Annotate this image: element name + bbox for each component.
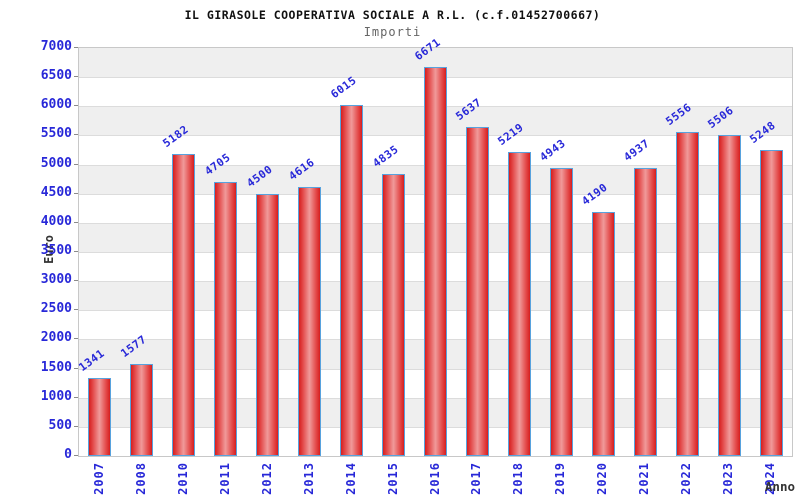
x-tick-label: 2007 [91,462,106,495]
bar-2022 [675,132,699,456]
y-tick-mark [74,163,78,165]
y-tick-mark [74,76,78,78]
y-tick-mark [74,425,78,427]
y-tick-mark [74,455,78,456]
bar-2018 [507,151,531,456]
y-tick-label: 5000 [40,155,72,171]
plot-area: 1341 1577 5182 4705 4500 4616 6015 4835 6671 5637… [76,36,793,457]
y-tick-mark [74,338,78,340]
x-tick-label: 2014 [343,462,358,495]
bar-2016 [424,67,447,456]
y-tick-label: 500 [48,417,72,433]
chart-title: IL GIRASOLE COOPERATIVA SOCIALE A R.L. (… [184,8,601,22]
bar-2011 [214,181,238,456]
y-tick-mark [74,251,78,252]
y-tick-label: 7000 [40,39,72,54]
x-tick-label: 2020 [595,462,610,495]
y-tick-label: 4000 [40,213,72,229]
x-tick-label: 2018 [511,462,526,495]
y-tick-label: 4500 [40,184,72,200]
x-axis-label: Anno [764,479,795,494]
x-tick-label: 2011 [217,462,232,495]
y-tick-mark [74,221,78,223]
y-tick-mark [74,367,78,369]
bar-2020 [591,211,615,456]
y-tick-label: 6000 [40,97,72,113]
y-tick-mark [74,309,78,311]
y-tick-label: 3000 [40,272,72,288]
y-tick-label: 1500 [40,359,72,375]
x-tick-label: 2021 [637,462,652,495]
x-tick-label: 2012 [259,462,274,495]
chart-subtitle: Importi [363,25,422,39]
y-tick-mark [74,105,78,107]
y-tick-label: 2000 [40,330,72,346]
bar-2021 [633,168,657,456]
y-tick-label: 5500 [40,126,72,142]
bar-2007 [88,377,112,456]
bar-2023 [717,135,741,456]
x-tick-label: 2017 [469,462,484,495]
bar-2017 [465,127,489,456]
y-tick-label: 2500 [40,301,72,317]
y-tick-label: 3500 [40,243,72,258]
x-tick-label: 2016 [427,462,442,495]
bar-2008 [130,364,154,456]
x-tick-label: 2023 [721,462,736,495]
bar-2019 [549,167,573,456]
bar-2013 [298,186,322,456]
y-tick-mark [74,47,78,48]
y-tick-mark [74,192,78,194]
bar-2010 [172,153,196,456]
x-tick-label: 2019 [553,462,568,495]
bar-2014 [340,105,364,456]
y-tick-mark [74,280,78,282]
x-tick-label: 2022 [679,462,694,495]
x-tick-label: 2008 [133,462,148,495]
x-tick-label: 2010 [175,462,190,495]
x-tick-label: 2015 [385,462,400,495]
bar-2012 [256,193,280,456]
y-tick-label: 6500 [40,68,72,84]
bar-2024 [759,150,783,456]
x-tick-label: 2013 [301,462,316,495]
y-tick-label: 0 [64,447,72,462]
y-tick-label: 1000 [40,388,72,404]
y-tick-mark [74,134,78,136]
bar-2015 [382,174,406,456]
y-tick-mark [74,396,78,398]
